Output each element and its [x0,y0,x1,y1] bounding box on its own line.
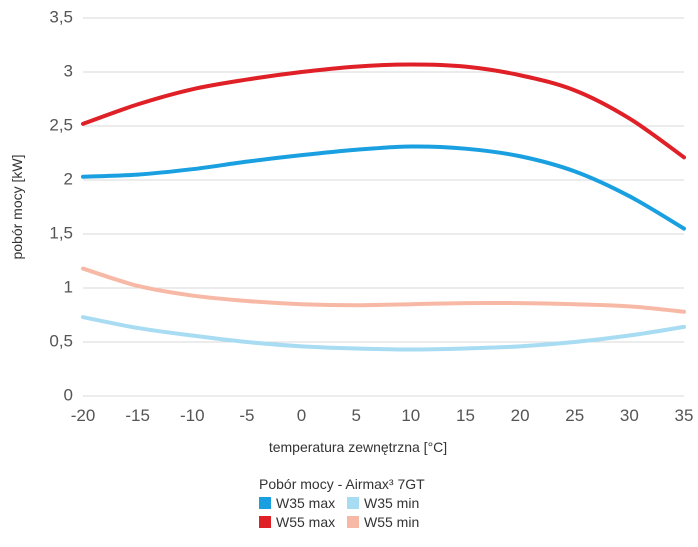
legend-label: W55 min [364,514,420,530]
x-tick-label: 10 [401,406,420,425]
legend: Pobór mocy - Airmax³ 7GT W35 max W35 min W… [259,476,437,530]
legend-entries: W35 max W35 min W55 max W55 min [259,495,437,530]
x-tick-label: 35 [675,406,694,425]
legend-item: W55 max [259,514,347,530]
series-line-w55-min [81,266,686,314]
legend-label: W35 max [276,495,336,511]
legend-swatch [259,497,271,509]
series-line-w55-max [81,62,686,160]
x-tick-label: 5 [351,406,360,425]
legend-label: W35 min [364,495,420,511]
legend-swatch [347,516,359,528]
x-tick-label: 20 [511,406,530,425]
y-tick-label: 1,5 [49,223,73,242]
x-tick-label: 30 [620,406,639,425]
x-tick-label: -10 [180,406,205,425]
legend-item: W35 max [259,495,347,511]
legend-swatch [259,516,271,528]
x-tick-label: 25 [565,406,584,425]
y-tick-label: 0,5 [49,331,73,350]
x-tick-label: 15 [456,406,475,425]
x-tick-label: -15 [125,406,150,425]
legend-swatch [347,497,359,509]
x-axis-ticks: -20 -15 -10 -5 0 5 10 15 20 25 30 35 [71,406,694,425]
y-axis-ticks: 0 0,5 1 1,5 2 2,5 3 3,5 [49,7,73,404]
y-axis-label: pobór mocy [kW] [9,154,25,259]
x-tick-label: 0 [297,406,306,425]
x-axis-label: temperatura zewnętrzna [°C] [269,439,447,455]
x-tick-label: -5 [239,406,254,425]
series-lines [81,62,686,352]
grid-lines [83,17,684,397]
legend-item: W35 min [347,495,437,511]
legend-label: W55 max [276,514,336,530]
series-line-w35-min [81,315,686,352]
y-tick-label: 3,5 [49,7,73,26]
y-tick-label: 0 [64,385,73,404]
y-tick-label: 1 [64,277,73,296]
y-tick-label: 2 [64,169,73,188]
y-tick-label: 2,5 [49,115,73,134]
y-tick-label: 3 [64,61,73,80]
series-line-w35-max [81,144,686,231]
x-tick-label: -20 [71,406,96,425]
legend-item: W55 min [347,514,437,530]
legend-title: Pobór mocy - Airmax³ 7GT [259,476,425,492]
